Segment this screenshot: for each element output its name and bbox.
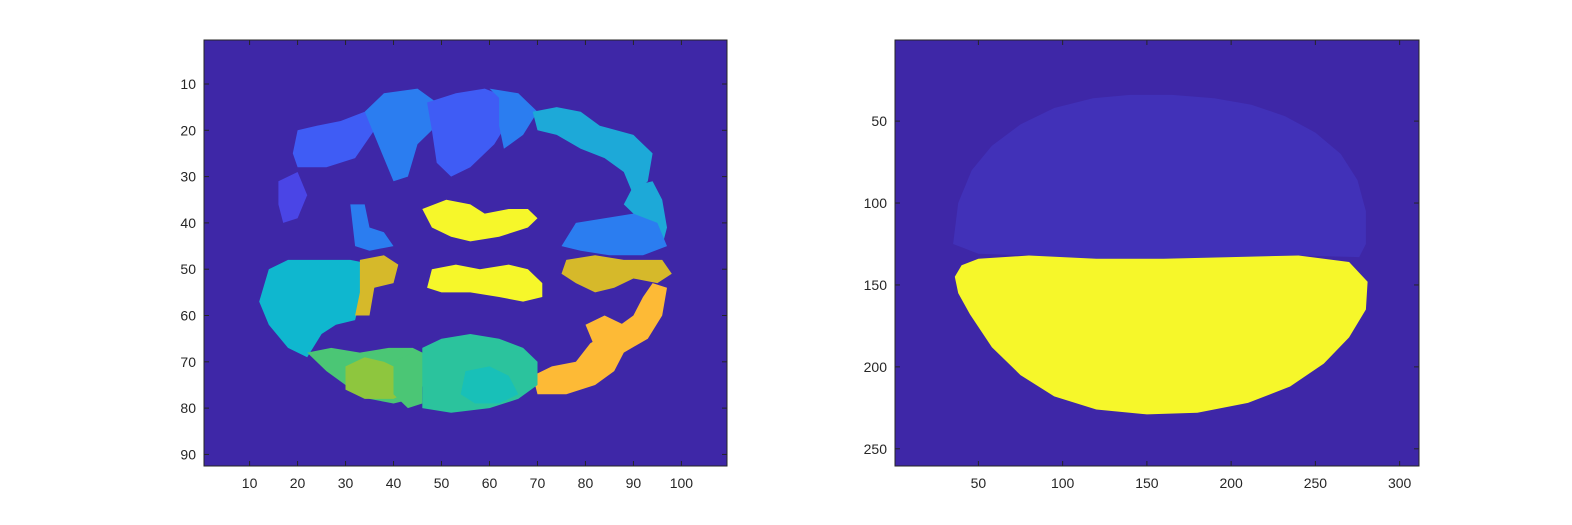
chart-1-region-5 [532, 107, 653, 196]
chart-2-x-tick-label: 200 [1219, 475, 1243, 491]
chart-1-x-tick-label: 60 [482, 475, 498, 491]
chart-2-x-tick-label: 150 [1135, 475, 1159, 491]
chart-1-region-4 [489, 88, 538, 149]
chart-1-region-20 [460, 366, 519, 404]
chart-2-x-axis: 50 100 150 200 250 300 [971, 40, 1412, 491]
chart-1-y-tick-label: 20 [180, 122, 196, 138]
chart-1-region-3 [427, 88, 509, 177]
chart-1-region-7 [561, 213, 667, 256]
chart-1-x-tick-label: 20 [290, 475, 306, 491]
chart-1-x-tick-label: 40 [386, 475, 402, 491]
chart-1-x-tick-label: 30 [338, 475, 354, 491]
chart-2-y-tick-label: 100 [864, 195, 888, 211]
chart-1-region-11 [355, 255, 399, 316]
chart-1-x-tick-label: 80 [578, 475, 594, 491]
chart-2-x-tick-label: 50 [971, 475, 987, 491]
chart-1-region-1 [292, 111, 375, 168]
chart-2-regions [953, 94, 1368, 415]
chart-1-region-2 [364, 88, 437, 182]
chart-1-y-tick-label: 40 [180, 215, 196, 231]
chart-1-y-tick-label: 80 [180, 400, 196, 416]
chart-2-x-tick-label: 250 [1304, 475, 1328, 491]
chart-2-region-2 [954, 255, 1368, 415]
chart-1-region-15 [585, 315, 624, 348]
chart-2-region-1 [953, 94, 1366, 259]
chart-1-region-12 [427, 264, 543, 302]
chart-2-x-tick-label: 300 [1388, 475, 1412, 491]
chart-1-x-axis: 10 20 30 40 50 60 70 80 90 100 [242, 40, 694, 491]
chart-2-y-tick-label: 200 [864, 359, 888, 375]
chart-1-region-18 [393, 352, 423, 409]
chart-2-axes-box [894, 39, 1420, 467]
chart-1-region-8 [350, 204, 394, 251]
chart-2-axes: 50 100 150 200 250 300 50 100 150 200 250 [864, 39, 1420, 491]
chart-1-y-tick-label: 70 [180, 354, 196, 370]
chart-2-y-axis: 50 100 150 200 250 [864, 113, 1419, 457]
chart-1-y-tick-label: 90 [180, 446, 196, 462]
chart-1-region-21 [278, 172, 308, 223]
chart-1-regions [259, 88, 672, 413]
chart-1-region-10 [259, 259, 375, 358]
chart-2-y-tick-label: 250 [864, 441, 888, 457]
chart-1-x-tick-label: 50 [434, 475, 450, 491]
chart-1-x-tick-label: 100 [670, 475, 694, 491]
chart-1-y-axis: 10 20 30 40 50 60 70 80 90 [180, 76, 727, 462]
chart-2-y-tick-label: 150 [864, 277, 888, 293]
chart-1-x-tick-label: 90 [626, 475, 642, 491]
chart-1-y-tick-label: 10 [180, 76, 196, 92]
chart-1-axes: 10 20 30 40 50 60 70 80 90 100 10 20 30 40 50 60 70 80 90 [180, 39, 728, 491]
chart-1-y-tick-label: 30 [180, 169, 196, 185]
chart-1-y-tick-label: 60 [180, 308, 196, 324]
chart-1-x-tick-label: 70 [530, 475, 546, 491]
chart-2-y-tick-label: 50 [871, 113, 887, 129]
chart-1-region-13 [561, 255, 672, 293]
chart-1-axes-box [203, 39, 728, 467]
chart-1-x-tick-label: 10 [242, 475, 258, 491]
chart-1-region-9 [422, 199, 538, 242]
chart-2-x-tick-label: 100 [1051, 475, 1075, 491]
chart-1-y-tick-label: 50 [180, 261, 196, 277]
